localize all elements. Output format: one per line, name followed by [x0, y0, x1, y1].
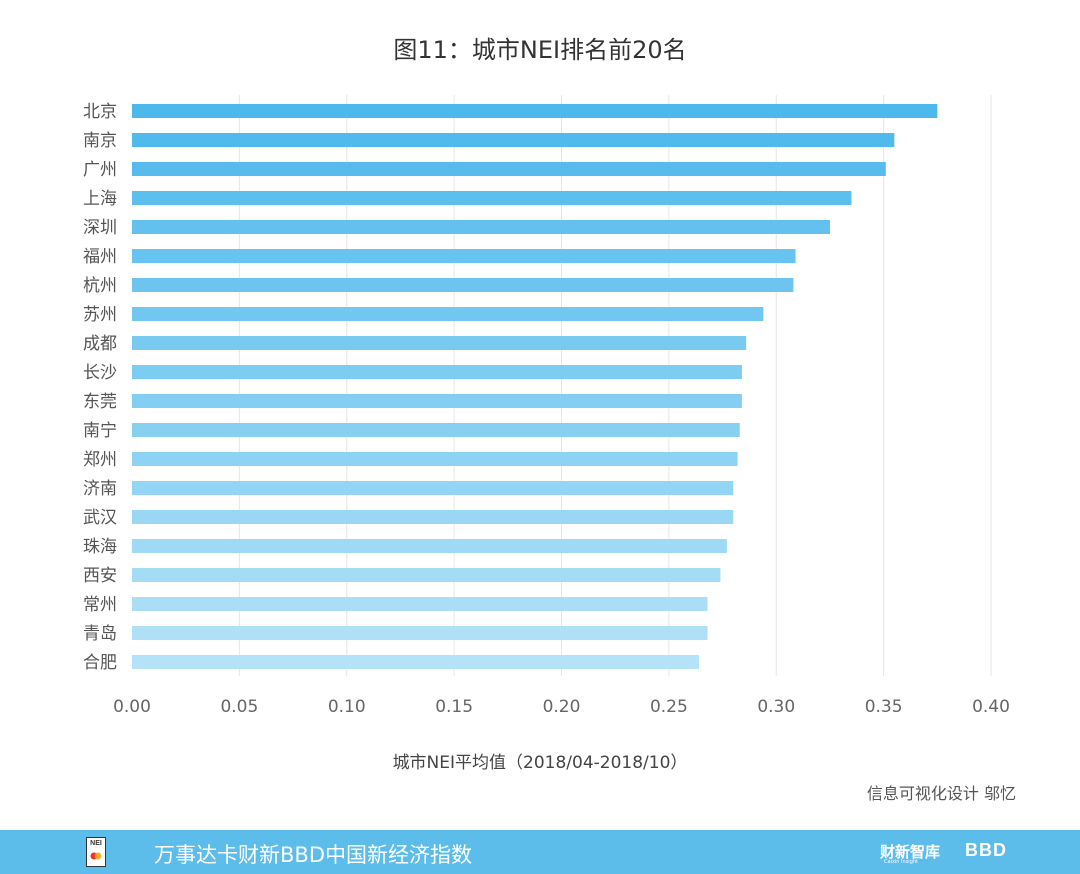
x-tick-label: 0.05	[220, 697, 258, 717]
bar-广州	[132, 162, 886, 176]
bar-成都	[132, 336, 747, 350]
bar-福州	[132, 249, 796, 263]
category-label: 长沙	[83, 363, 117, 383]
grid-lines	[238, 95, 992, 676]
category-label: 常州	[83, 595, 117, 615]
bar-长沙	[132, 365, 742, 379]
x-tick-label: 0.20	[543, 697, 581, 717]
bar-深圳	[132, 220, 830, 234]
x-tick-label: 0.15	[435, 697, 473, 717]
bar-郑州	[132, 452, 738, 466]
category-label: 南京	[83, 131, 117, 151]
category-label: 深圳	[83, 218, 117, 238]
category-label: 苏州	[83, 305, 117, 325]
x-tick-label: 0.25	[650, 697, 688, 717]
bar-东莞	[132, 394, 742, 408]
category-label: 南宁	[83, 421, 117, 441]
caixin-insight-subtitle: Caixin Insight	[884, 859, 918, 865]
x-axis-label: 城市NEI平均值（2018/04-2018/10）	[392, 753, 688, 773]
category-label: 西安	[83, 566, 117, 586]
bar-南宁	[132, 423, 740, 437]
mastercard-icon	[90, 852, 102, 860]
category-label: 珠海	[83, 537, 117, 557]
category-label: 武汉	[83, 508, 117, 528]
category-label: 上海	[83, 189, 117, 209]
category-label: 青岛	[83, 624, 117, 644]
bar-chart: 北京南京广州上海深圳福州杭州苏州成都长沙东莞南宁郑州济南武汉珠海西安常州青岛合肥…	[83, 95, 1010, 717]
bar-合肥	[132, 655, 699, 669]
chart-title: 图11：城市NEI排名前20名	[393, 36, 687, 64]
caixin-insight-logo: 财新智库	[880, 843, 941, 861]
x-tick-label: 0.35	[865, 697, 903, 717]
x-tick-label: 0.00	[113, 697, 151, 717]
bar-苏州	[132, 307, 764, 321]
category-label: 广州	[83, 160, 117, 180]
x-tick-label: 0.40	[972, 697, 1010, 717]
bar-青岛	[132, 626, 708, 640]
bar-西安	[132, 568, 721, 582]
bar-杭州	[132, 278, 794, 292]
nei-logo-text: NEI	[90, 840, 102, 847]
x-tick-label: 0.10	[328, 697, 366, 717]
category-label: 成都	[83, 334, 117, 354]
bar-南京	[132, 133, 895, 147]
category-label: 杭州	[83, 276, 117, 296]
category-label: 合肥	[83, 653, 117, 673]
category-label: 济南	[83, 479, 117, 499]
bar-常州	[132, 597, 708, 611]
bbd-logo: BBD	[965, 840, 1007, 860]
bar-北京	[132, 104, 938, 118]
category-label: 福州	[83, 247, 117, 267]
bar-珠海	[132, 539, 727, 553]
category-label: 北京	[83, 102, 117, 122]
bars	[132, 104, 938, 669]
footer-title: 万事达卡财新BBD中国新经济指数	[154, 843, 472, 867]
category-label: 郑州	[83, 450, 117, 470]
x-tick-label: 0.30	[757, 697, 795, 717]
credit-text: 信息可视化设计 邬忆	[866, 784, 1016, 803]
bar-上海	[132, 191, 852, 205]
nei-logo-icon: NEI	[86, 837, 106, 867]
footer-bar: NEI 万事达卡财新BBD中国新经济指数 财新智库 Caixin Insight…	[0, 830, 1080, 874]
bar-济南	[132, 481, 734, 495]
bar-武汉	[132, 510, 734, 524]
x-tick-labels: 0.00 0.05 0.10 0.15 0.20 0.25 0.30 0.35 0.40	[113, 697, 1010, 717]
category-label: 东莞	[83, 392, 117, 412]
